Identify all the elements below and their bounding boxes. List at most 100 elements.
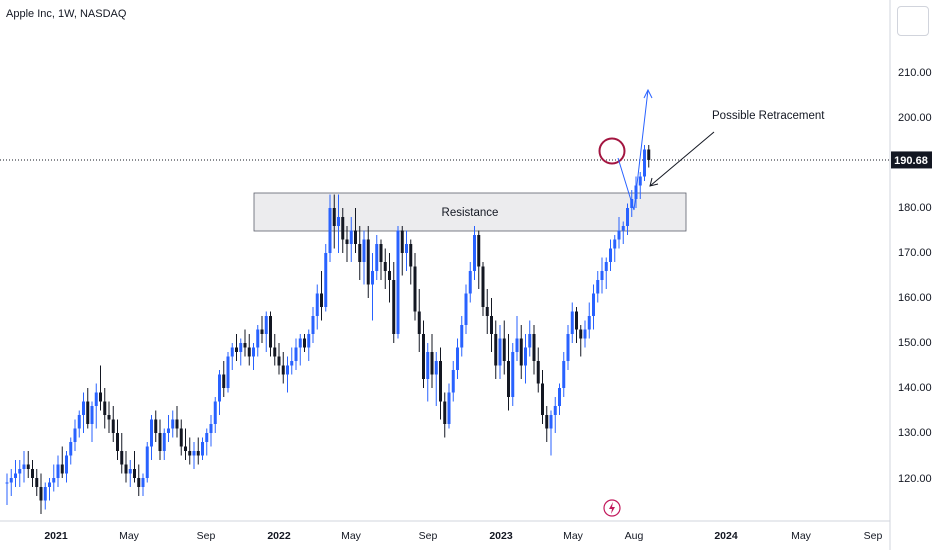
candle-body[interactable] [519,338,523,366]
candle-body[interactable] [604,262,608,271]
retracement-arrow[interactable] [649,131,715,187]
candle-body[interactable] [600,271,604,280]
candle-body[interactable] [332,208,336,226]
candle-body[interactable] [647,149,651,160]
candle-body[interactable] [94,392,98,407]
candle-body[interactable] [171,419,175,429]
candle-body[interactable] [273,347,277,357]
resistance-zone[interactable] [253,192,687,232]
candle-body[interactable] [222,374,226,389]
candle-body[interactable] [490,316,493,334]
candle-body[interactable] [502,338,506,362]
candle-body[interactable] [485,307,489,316]
candle-body[interactable] [281,365,285,375]
candle-body[interactable] [235,347,238,353]
candle-body[interactable] [528,334,532,348]
candle-body[interactable] [133,469,136,478]
candle-body[interactable] [22,464,26,470]
candle-body[interactable] [209,424,213,433]
candle-body[interactable] [396,230,400,335]
candle-body[interactable] [107,415,111,420]
price-axis[interactable]: 210.00 200.00 180.00 170.00 160.00 150.0… [898,67,932,485]
candle-body[interactable] [596,280,600,294]
candle-body[interactable] [417,311,421,335]
candle-body[interactable] [383,262,387,271]
candle-body[interactable] [290,361,294,366]
candle-body[interactable] [579,329,583,339]
candle-body[interactable] [337,217,340,226]
candle-body[interactable] [167,428,170,434]
candle-body[interactable] [175,419,179,429]
candle-body[interactable] [264,316,268,334]
candle-body[interactable] [413,266,417,312]
candle-body[interactable] [26,464,30,470]
candle-body[interactable] [345,239,349,245]
candle-body[interactable] [481,266,485,308]
candle-body[interactable] [82,401,85,416]
candle-body[interactable] [587,316,591,330]
candle-body[interactable] [494,334,498,366]
candle-body[interactable] [498,338,502,366]
candle-body[interactable] [388,271,391,280]
candle-body[interactable] [35,478,39,487]
candle-body[interactable] [252,347,255,357]
candle-body[interactable] [150,419,153,447]
candle-body[interactable] [609,248,612,263]
candle-body[interactable] [524,347,527,366]
candle-body[interactable] [230,347,234,357]
highlight-circle[interactable] [598,137,626,165]
candle-body[interactable] [430,352,434,375]
candle-body[interactable] [473,235,476,271]
candle-body[interactable] [354,230,357,245]
candle-body[interactable] [592,293,595,317]
candle-body[interactable] [5,482,9,484]
candle-body[interactable] [405,244,408,253]
candle-body[interactable] [371,271,374,285]
candle-body[interactable] [277,356,281,366]
candle-body[interactable] [532,334,536,361]
candle-body[interactable] [65,455,68,474]
candle-body[interactable] [311,316,315,334]
candle-body[interactable] [60,464,64,474]
candle-body[interactable] [137,478,141,487]
candle-body[interactable] [162,433,166,451]
candle-body[interactable] [260,329,264,335]
candle-body[interactable] [120,451,124,465]
candle-body[interactable] [638,176,642,186]
candle-body[interactable] [298,338,302,348]
candle-body[interactable] [179,428,183,447]
candle-body[interactable] [14,473,17,479]
candle-body[interactable] [52,478,56,483]
candle-body[interactable] [56,464,60,479]
candle-body[interactable] [239,343,243,352]
candle-body[interactable] [328,208,332,253]
candle-body[interactable] [366,239,370,285]
candle-body[interactable] [324,253,328,307]
candle-body[interactable] [48,482,51,488]
candle-body[interactable] [626,208,629,226]
candle-body[interactable] [320,293,323,308]
projection-path[interactable] [617,89,649,211]
candle-body[interactable] [617,230,621,240]
candle-body[interactable] [124,464,128,474]
candle-body[interactable] [303,338,306,348]
candle-body[interactable] [468,271,472,294]
candle-body[interactable] [77,415,81,429]
candle-body[interactable] [341,217,345,240]
candle-body[interactable] [269,316,272,348]
candle-body[interactable] [511,352,515,397]
candle-body[interactable] [128,469,132,474]
candle-body[interactable] [145,446,149,479]
candle-body[interactable] [116,433,119,451]
candle-body[interactable] [103,401,107,416]
candle-body[interactable] [464,293,468,326]
candle-body[interactable] [583,329,587,339]
candle-body[interactable] [18,469,22,474]
candle-body[interactable] [184,446,187,452]
candle-body[interactable] [86,401,90,425]
candle-body[interactable] [226,356,230,389]
candle-body[interactable] [31,469,34,478]
candle-body[interactable] [456,347,459,371]
candle-body[interactable] [158,433,162,451]
candle-body[interactable] [392,280,396,334]
